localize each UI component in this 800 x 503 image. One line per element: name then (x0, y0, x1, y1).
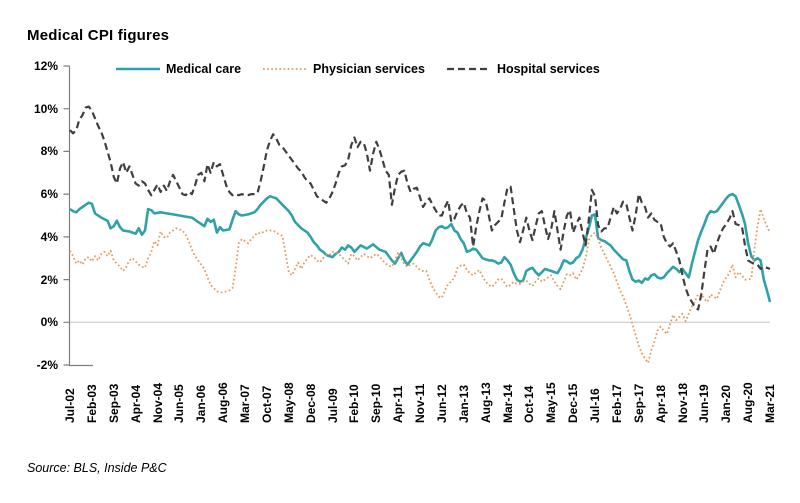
x-tick-label-Feb-17: Feb-17 (609, 384, 624, 423)
y-tick-label-12: 12% (33, 59, 58, 73)
x-tick-label-Jun-05: Jun-05 (172, 384, 187, 423)
legend-label: Medical care (166, 62, 242, 76)
x-tick-label-Nov-18: Nov-18 (675, 382, 690, 423)
x-tick-label-Sep-17: Sep-17 (631, 383, 646, 423)
x-tick-label-Feb-03: Feb-03 (84, 384, 99, 423)
x-tick-label-May-08: May-08 (281, 382, 296, 423)
y-axis (63, 65, 93, 367)
hospital-services-line (69, 105, 771, 311)
x-tick-label-Mar-14: Mar-14 (500, 384, 515, 423)
legend: Medical care Physician services Hospital s… (116, 62, 600, 76)
x-tick-label-Oct-07: Oct-07 (259, 385, 274, 423)
source-note: Source: BLS, Inside P&C (27, 461, 167, 475)
y-tick-label--2: -2% (36, 358, 58, 372)
x-tick-label-Jun-19: Jun-19 (697, 384, 712, 423)
x-tick-label-Nov-11: Nov-11 (413, 383, 427, 423)
y-tick-label-4: 4% (40, 229, 58, 244)
x-tick-label-Mar-21: Mar-21 (763, 384, 777, 423)
x-tick-label-Jul-09: Jul-09 (325, 388, 340, 423)
x-tick-label-Aug-13: Aug-13 (478, 382, 493, 423)
x-tick-label-Sep-10: Sep-10 (369, 383, 384, 423)
x-tick-label-Jan-13: Jan-13 (456, 384, 471, 423)
x-tick-label-Mar-07: Mar-07 (238, 384, 252, 423)
x-tick-label-Jul-02: Jul-02 (63, 388, 77, 423)
legend-label: Physician services (313, 62, 425, 76)
chart-title: Medical CPI figures (27, 27, 170, 44)
x-tick-label-Jan-06: Jan-06 (194, 384, 209, 423)
legend-item-physician-services: Physician services (263, 62, 425, 76)
x-tick-label-Jun-12: Jun-12 (434, 384, 449, 423)
legend-label: Hospital services (496, 62, 600, 76)
y-tick-label-6: 6% (40, 187, 58, 202)
dotted-line-sample-icon (263, 68, 308, 70)
x-tick-label-Nov-04: Nov-04 (150, 382, 165, 423)
x-tick-label-Apr-04: Apr-04 (128, 384, 143, 423)
y-tick-label-0: 0% (40, 315, 58, 330)
x-tick-label-Aug-20: Aug-20 (741, 382, 756, 423)
y-tick-label-10: 10% (33, 101, 58, 116)
x-tick-label-Oct-14: Oct-14 (522, 385, 537, 423)
x-tick-label-Dec-15: Dec-15 (566, 383, 581, 423)
x-tick-label-Apr-18: Apr-18 (653, 384, 668, 423)
legend-item-medical-care: Medical care (116, 62, 241, 76)
physician-services-line (69, 208, 771, 364)
legend-item-hospital-services: Hospital services (446, 62, 600, 76)
dashed-line-sample-icon (446, 67, 491, 71)
x-tick-label-Feb-10: Feb-10 (347, 384, 362, 423)
y-tick-label-2: 2% (40, 272, 58, 287)
x-tick-label-Jul-16: Jul-16 (588, 388, 602, 423)
x-tick-label-Jan-20: Jan-20 (719, 384, 734, 423)
y-tick-label-8: 8% (40, 144, 58, 159)
solid-line-sample-icon (116, 67, 160, 71)
x-tick-label-Sep-03: Sep-03 (106, 383, 121, 423)
x-tick-label-Apr-11: Apr-11 (391, 385, 406, 423)
x-tick-label-May-15: May-15 (544, 382, 559, 423)
medical-care-line (69, 192, 772, 303)
x-tick-label-Aug-06: Aug-06 (216, 382, 231, 423)
x-tick-label-Dec-08: Dec-08 (303, 383, 318, 423)
